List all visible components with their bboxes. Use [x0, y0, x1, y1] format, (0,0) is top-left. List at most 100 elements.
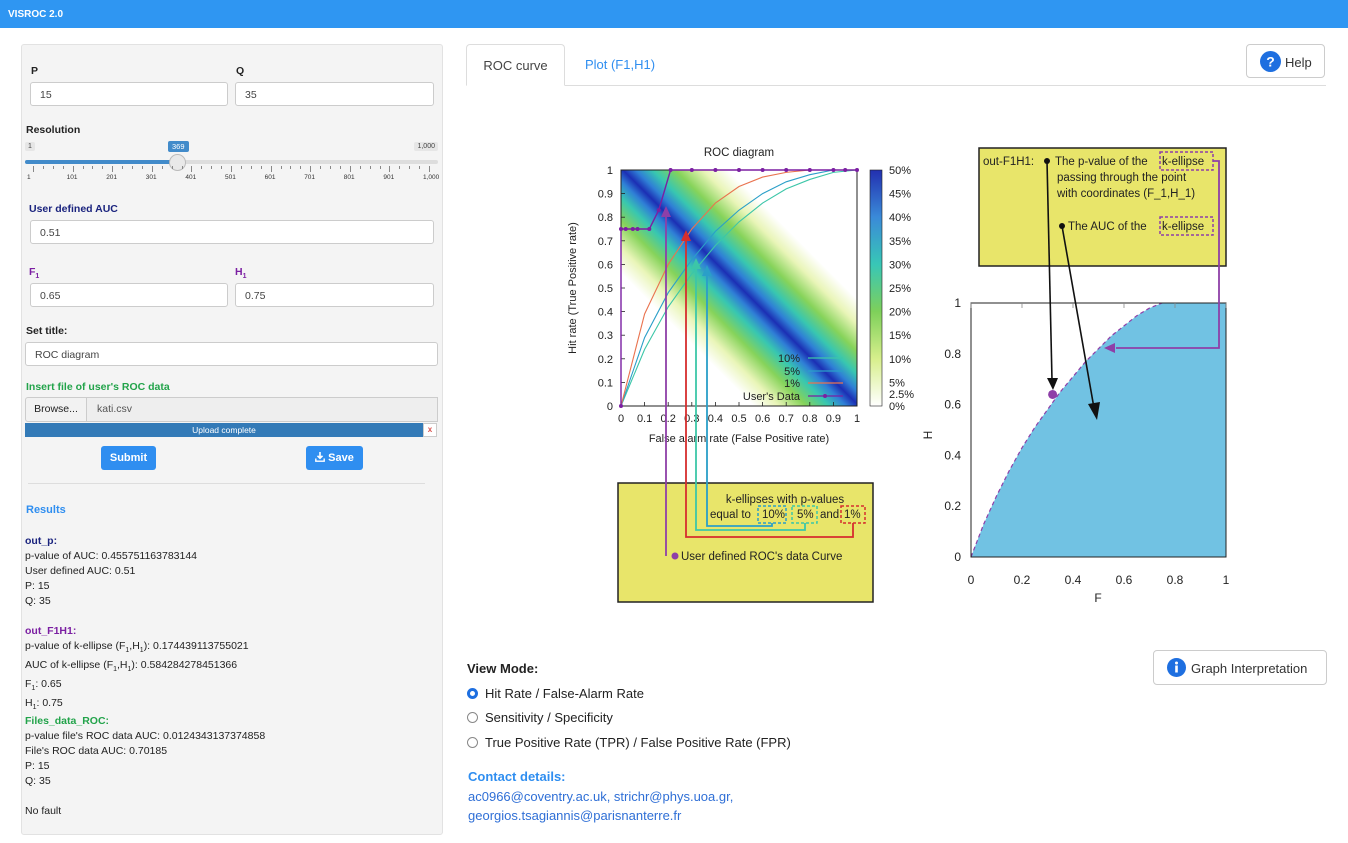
annotation-text: User defined ROC's data Curve: [681, 551, 842, 563]
download-icon: [315, 452, 326, 462]
data-point: [623, 227, 628, 231]
x-axis-label: False alarm rate (False Positive rate): [649, 433, 829, 445]
f1-input[interactable]: 0.65: [30, 283, 228, 307]
arrow-pct1: [685, 240, 854, 538]
upload-progress-bar: Upload complete: [25, 423, 423, 437]
out-p-line: P: 15: [25, 580, 50, 592]
out-f1h1-block: out_F1H1: p-value of k-ellipse (F1,H1): …: [25, 624, 249, 715]
slider-value-label: 369: [168, 141, 189, 152]
annotation-text: k-ellipse: [1162, 156, 1204, 168]
y-tick-label: 0.2: [944, 499, 961, 513]
colorbar-tick-label: 25%: [889, 283, 911, 295]
slider-tick: [181, 166, 183, 169]
auc-input[interactable]: 0.51: [30, 220, 434, 244]
files-data-line: Q: 35: [25, 775, 51, 787]
y-tick-label: 1: [607, 165, 613, 177]
slider-tick: [82, 166, 84, 169]
slider-tick-label: 1,000: [423, 174, 440, 181]
save-label: Save: [328, 452, 354, 464]
data-point: [855, 168, 859, 172]
colorbar-tick-label: 10%: [889, 354, 911, 366]
upload-clear-button[interactable]: x: [423, 423, 437, 437]
y-axis-label: Hit rate (True Positive rate): [567, 222, 579, 354]
arrow-pvalue: [1046, 160, 1053, 381]
chart-title: ROC diagram: [704, 147, 774, 159]
y-tick-label: 0: [954, 550, 961, 564]
x-tick-label: 0.4: [1065, 573, 1082, 587]
arrow-pct5: [695, 268, 806, 531]
annotation-text: 10%: [762, 509, 785, 521]
f1-label: F1: [29, 266, 40, 281]
app-title: VISROC 2.0: [8, 9, 64, 20]
tab-plot-f1h1[interactable]: Plot (F1,H1): [584, 57, 656, 72]
data-point: [619, 227, 623, 231]
x-axis-label: F: [1094, 591, 1101, 605]
slider-track[interactable]: [25, 160, 438, 164]
auc-label: User defined AUC: [29, 203, 118, 215]
out-p-line: p-value of AUC: 0.455751163783144: [25, 550, 198, 562]
contact-emails[interactable]: ac0966@coventry.ac.uk, strichr@phys.uoa.…: [468, 789, 734, 804]
annotation-dot: [671, 552, 679, 560]
question-circle-icon: ?: [1260, 51, 1281, 72]
arrow-head: [1088, 402, 1100, 420]
x-tick-label: 0.9: [826, 413, 841, 425]
series-line: [621, 170, 857, 406]
out-p-title: out_p:: [25, 535, 58, 547]
contact-emails[interactable]: georgios.tsagiannis@parisnanterre.fr: [468, 808, 682, 823]
view-mode-option[interactable]: Sensitivity / Specificity: [467, 710, 613, 725]
contact-heading: Contact details:: [468, 769, 566, 784]
q-label: Q: [236, 65, 245, 77]
radio[interactable]: [467, 737, 478, 748]
roc-chart: ROC diagram 0 0.1 0.2 0.3 0.4 0.5 0.6 0.7 0.8 0.9 1…: [567, 147, 914, 445]
slider-tick: [161, 166, 163, 169]
x-tick-label: 0.1: [637, 413, 652, 425]
slider-tick: [102, 166, 104, 169]
view-mode-option[interactable]: True Positive Rate (TPR) / False Positiv…: [467, 735, 791, 750]
slider-tick: [409, 166, 411, 169]
roc-annotation-box: [617, 482, 874, 603]
arrow-pct10: [706, 275, 773, 527]
view-mode-option[interactable]: Hit Rate / False-Alarm Rate: [467, 686, 644, 701]
arrow-head: [702, 265, 712, 276]
x-tick-label: 0.8: [802, 413, 817, 425]
resolution-label: Resolution: [26, 124, 81, 136]
set-title-label: Set title:: [26, 325, 68, 337]
q-input[interactable]: 35: [235, 82, 434, 106]
file-name-field[interactable]: kati.csv: [87, 397, 438, 422]
save-button[interactable]: Save: [306, 446, 363, 470]
arrow-head: [1104, 343, 1115, 353]
tab-roc-curve[interactable]: ROC curve: [466, 44, 565, 86]
help-button[interactable]: ? Help: [1246, 44, 1325, 78]
option-label: True Positive Rate (TPR) / False Positiv…: [485, 735, 791, 750]
title-input[interactable]: ROC diagram: [25, 342, 438, 366]
out-p-line: User defined AUC: 0.51: [25, 565, 136, 577]
x-tick-label: 1: [854, 413, 860, 425]
annotation-text: 5%: [797, 509, 814, 521]
arrow-head: [1047, 378, 1058, 390]
slider-tick: [349, 166, 351, 172]
data-point: [843, 168, 848, 172]
y-tick-label: 0.4: [944, 448, 961, 462]
slider-tick: [171, 166, 173, 169]
legend-label: 1%: [784, 378, 800, 390]
data-point: [630, 227, 635, 231]
p-input[interactable]: 15: [30, 82, 228, 106]
annotation-text: k-ellipses with p-values: [726, 494, 844, 506]
colorbar: [869, 169, 883, 407]
submit-button[interactable]: Submit: [101, 446, 156, 470]
y-tick-label: 0.4: [598, 307, 613, 319]
data-point: [831, 168, 836, 172]
h1-input[interactable]: 0.75: [235, 283, 434, 307]
resolution-slider[interactable]: 1 1,000 369 1 101 201 301 401 501 601 701 801 901…: [25, 140, 440, 185]
slider-tick: [330, 166, 331, 169]
radio[interactable]: [467, 712, 478, 723]
graph-interpretation-label: Graph Interpretation: [1191, 661, 1308, 676]
radio-selected[interactable]: [467, 688, 478, 699]
slider-tick: [231, 166, 232, 172]
browse-button[interactable]: Browse...: [25, 397, 87, 422]
annotation-text: and: [820, 509, 839, 521]
y-tick-label: 0.6: [598, 259, 613, 271]
sidebar-panel: [21, 44, 443, 835]
x-tick-label: 1: [1223, 573, 1230, 587]
graph-interpretation-button[interactable]: Graph Interpretation: [1153, 650, 1327, 685]
